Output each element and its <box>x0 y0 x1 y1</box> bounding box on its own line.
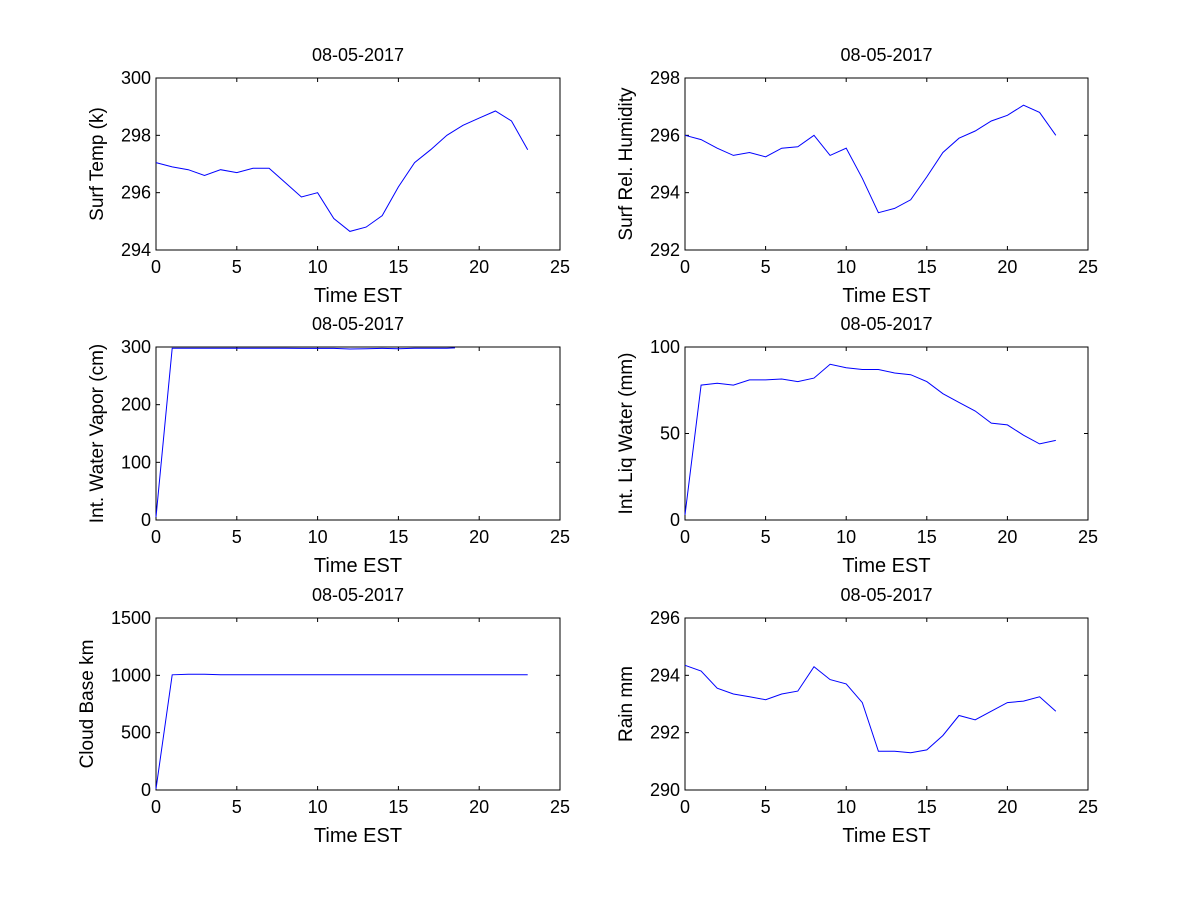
plot-area <box>155 346 561 521</box>
y-axis-label: Int. Liq Water (mm) <box>616 353 637 515</box>
x-axis-label: Time EST <box>842 285 930 307</box>
x-tick-label: 15 <box>388 797 408 817</box>
y-tick-label: 0 <box>141 780 151 800</box>
x-tick-label: 10 <box>308 527 328 547</box>
y-tick-label: 100 <box>121 452 151 472</box>
subplot-6: 0 5 10 15 20 25 290 292 294 296 08-05-2017 Time EST… <box>616 585 1098 847</box>
x-tick-label: 5 <box>232 797 242 817</box>
y-tick-label: 292 <box>650 723 680 743</box>
y-axis-label: Cloud Base km <box>77 640 98 769</box>
x-axis-label: Time EST <box>314 285 402 307</box>
x-axis-label: Time EST <box>842 825 930 847</box>
x-tick-label: 0 <box>151 257 161 277</box>
x-tick-label: 10 <box>308 257 328 277</box>
y-tick-label: 300 <box>121 68 151 88</box>
x-tick-label: 20 <box>469 257 489 277</box>
y-tick-label: 294 <box>121 240 151 260</box>
y-tick-label: 300 <box>121 337 151 357</box>
x-tick-label: 0 <box>151 527 161 547</box>
series-line-1 <box>684 363 1056 515</box>
x-tick-label: 5 <box>761 257 771 277</box>
x-tick-label: 15 <box>917 257 937 277</box>
plot-area <box>684 346 1089 521</box>
y-axis-label: Int. Water Vapor (cm) <box>87 344 108 523</box>
y-tick-label: 1000 <box>111 665 151 685</box>
x-tick-label: 15 <box>388 257 408 277</box>
x-axis-label: Time EST <box>314 825 402 847</box>
series-line-1 <box>684 664 1057 754</box>
x-tick-label: 25 <box>1078 257 1098 277</box>
plot-area <box>684 77 1089 251</box>
x-tick-label: 10 <box>308 797 328 817</box>
subplot-2: 0 5 10 15 20 25 292 294 296 298 08-05-2017 Time EST… <box>616 45 1098 307</box>
x-tick-label: 25 <box>550 257 570 277</box>
x-tick-label: 10 <box>836 527 856 547</box>
x-tick-label: 25 <box>1078 527 1098 547</box>
x-tick-label: 15 <box>388 527 408 547</box>
y-tick-label: 292 <box>650 240 680 260</box>
plot-area <box>155 77 561 251</box>
x-tick-label: 25 <box>550 527 570 547</box>
y-tick-label: 294 <box>650 665 680 685</box>
plot-area <box>155 617 561 791</box>
chart-title: 08-05-2017 <box>312 314 404 334</box>
subplot-1: 0 5 10 15 20 25 294 296 298 300 08-05-2017 Time EST… <box>87 45 570 307</box>
chart-title: 08-05-2017 <box>312 45 404 65</box>
series-line-1 <box>155 673 528 789</box>
x-tick-label: 5 <box>232 257 242 277</box>
y-axis-label: Surf Rel. Humidity <box>616 87 637 241</box>
series-line-1 <box>155 347 456 518</box>
series-line-1 <box>684 104 1057 214</box>
y-tick-label: 0 <box>670 510 680 530</box>
x-tick-label: 20 <box>469 527 489 547</box>
x-axis-label: Time EST <box>314 555 402 577</box>
y-tick-label: 298 <box>650 68 680 88</box>
x-tick-label: 0 <box>680 527 690 547</box>
x-tick-label: 20 <box>997 257 1017 277</box>
y-tick-label: 294 <box>650 183 680 203</box>
y-tick-label: 0 <box>141 510 151 530</box>
x-tick-label: 20 <box>997 797 1017 817</box>
x-tick-label: 20 <box>469 797 489 817</box>
y-tick-label: 296 <box>121 183 151 203</box>
y-tick-label: 500 <box>121 723 151 743</box>
subplot-5: 0 5 10 15 20 25 0 500 1000 1500 08-05-2017 Time EST… <box>77 585 570 847</box>
x-tick-label: 10 <box>836 257 856 277</box>
chart-title: 08-05-2017 <box>312 585 404 605</box>
y-tick-label: 50 <box>660 424 680 444</box>
plot-area <box>684 617 1089 791</box>
series-line-1 <box>155 110 529 232</box>
x-tick-label: 15 <box>917 797 937 817</box>
y-tick-label: 298 <box>121 125 151 145</box>
y-tick-label: 100 <box>650 337 680 357</box>
y-axis-label: Surf Temp (k) <box>87 107 108 221</box>
y-tick-label: 1500 <box>111 608 151 628</box>
x-tick-label: 20 <box>997 527 1017 547</box>
y-tick-label: 296 <box>650 125 680 145</box>
x-tick-label: 0 <box>680 257 690 277</box>
chart-title: 08-05-2017 <box>840 45 932 65</box>
x-tick-label: 5 <box>761 527 771 547</box>
x-tick-label: 0 <box>151 797 161 817</box>
y-axis-label: Rain mm <box>616 666 637 742</box>
x-tick-label: 5 <box>761 797 771 817</box>
x-tick-label: 5 <box>232 527 242 547</box>
y-tick-label: 290 <box>650 780 680 800</box>
x-tick-label: 15 <box>917 527 937 547</box>
y-tick-label: 296 <box>650 608 680 628</box>
x-tick-label: 25 <box>550 797 570 817</box>
chart-title: 08-05-2017 <box>840 314 932 334</box>
x-tick-label: 10 <box>836 797 856 817</box>
chart-title: 08-05-2017 <box>840 585 932 605</box>
x-tick-label: 0 <box>680 797 690 817</box>
y-tick-label: 200 <box>121 395 151 415</box>
subplot-3: 0 5 10 15 20 25 0 100 200 300 08-05-2017 Time EST In… <box>87 314 570 577</box>
x-axis-label: Time EST <box>842 555 930 577</box>
x-tick-label: 25 <box>1078 797 1098 817</box>
subplot-4: 0 5 10 15 20 25 0 50 100 08-05-2017 Time EST Int. L… <box>616 314 1098 577</box>
